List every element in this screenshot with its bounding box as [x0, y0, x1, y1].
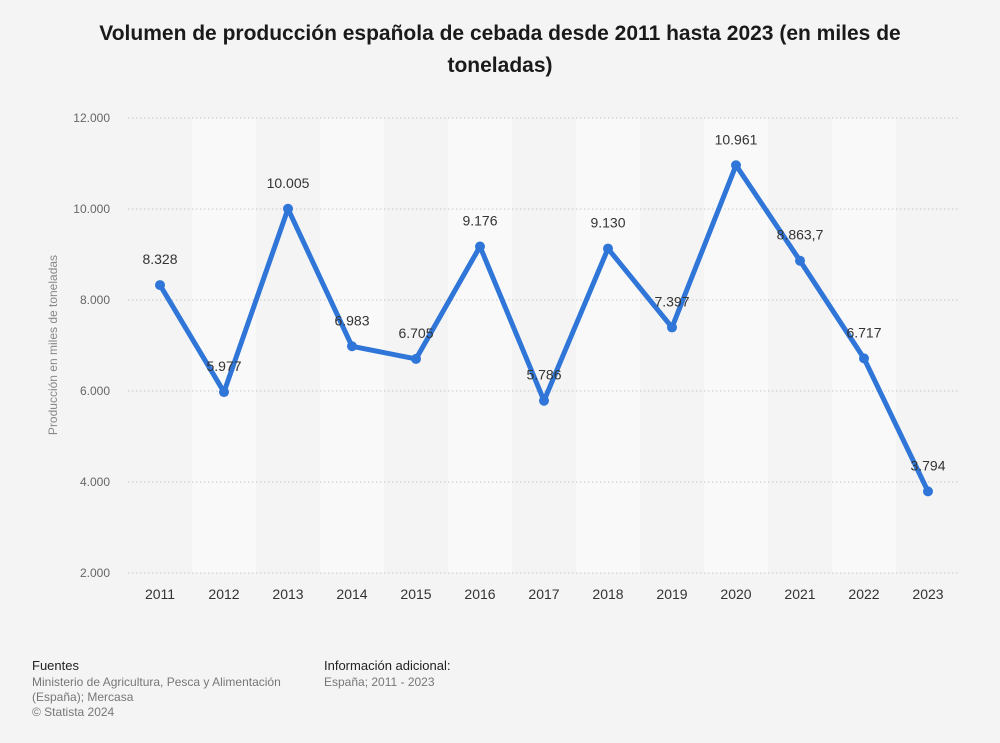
- sources-block: Fuentes Ministerio de Agricultura, Pesca…: [32, 658, 302, 720]
- additional-info-block: Información adicional: España; 2011 - 20…: [324, 658, 624, 690]
- data-point: [347, 341, 357, 352]
- data-label: 6.717: [846, 324, 881, 340]
- x-tick-label: 2022: [848, 586, 879, 602]
- data-point: [667, 322, 677, 333]
- x-tick-label: 2016: [464, 586, 495, 602]
- copyright-line: © Statista 2024: [32, 705, 115, 719]
- sources-heading: Fuentes: [32, 658, 79, 673]
- y-tick-label: 2.000: [80, 566, 110, 580]
- y-axis-label: Producción en miles de toneladas: [46, 255, 60, 435]
- y-tick-label: 8.000: [80, 293, 110, 307]
- data-point: [795, 255, 805, 266]
- column-band: [704, 118, 768, 573]
- data-point: [155, 280, 165, 291]
- data-label: 10.961: [715, 131, 758, 147]
- x-tick-label: 2021: [784, 586, 815, 602]
- x-tick-label: 2020: [720, 586, 751, 602]
- data-label: 8.328: [142, 251, 177, 267]
- data-point: [539, 395, 549, 406]
- x-tick-label: 2012: [208, 586, 239, 602]
- x-tick-label: 2018: [592, 586, 623, 602]
- data-label: 7.397: [654, 293, 689, 309]
- x-tick-label: 2019: [656, 586, 687, 602]
- chart-title: Volumen de producción española de cebada…: [99, 22, 901, 77]
- data-point: [411, 353, 421, 364]
- data-point: [923, 486, 933, 497]
- line-chart: 2.000 4.000 6.000 8.000 10.000 12.000 Producci…: [46, 111, 960, 602]
- data-label: 9.130: [590, 215, 625, 231]
- column-band: [832, 118, 896, 573]
- data-point: [731, 160, 741, 171]
- data-point: [475, 241, 485, 252]
- column-band: [192, 118, 256, 573]
- data-label: 8.863,7: [777, 227, 824, 243]
- additional-info-heading: Información adicional:: [324, 658, 451, 673]
- data-point: [219, 387, 229, 398]
- additional-info-text: España; 2011 - 2023: [324, 675, 435, 689]
- x-tick-label: 2014: [336, 586, 367, 602]
- y-tick-label: 6.000: [80, 384, 110, 398]
- column-band: [448, 118, 512, 573]
- sources-line: Ministerio de Agricultura, Pesca y Alime…: [32, 675, 281, 689]
- data-label: 6.705: [398, 325, 433, 341]
- data-point: [283, 203, 293, 214]
- x-tick-label: 2017: [528, 586, 559, 602]
- data-label: 10.005: [267, 175, 310, 191]
- data-label: 5.786: [526, 367, 561, 383]
- data-point: [859, 353, 869, 364]
- x-tick-label: 2015: [400, 586, 431, 602]
- data-point: [603, 243, 613, 254]
- x-tick-label: 2023: [912, 586, 943, 602]
- sources-line: (España); Mercasa: [32, 690, 134, 704]
- column-band: [576, 118, 640, 573]
- data-label: 5.977: [206, 358, 241, 374]
- data-label: 3.794: [910, 457, 945, 473]
- y-tick-label: 12.000: [73, 111, 110, 125]
- data-label: 9.176: [462, 212, 497, 228]
- y-tick-label: 4.000: [80, 475, 110, 489]
- x-tick-label: 2013: [272, 586, 303, 602]
- data-label: 6.983: [334, 312, 369, 328]
- y-tick-label: 10.000: [73, 202, 110, 216]
- series-line: [157, 162, 931, 494]
- x-tick-label: 2011: [145, 586, 175, 602]
